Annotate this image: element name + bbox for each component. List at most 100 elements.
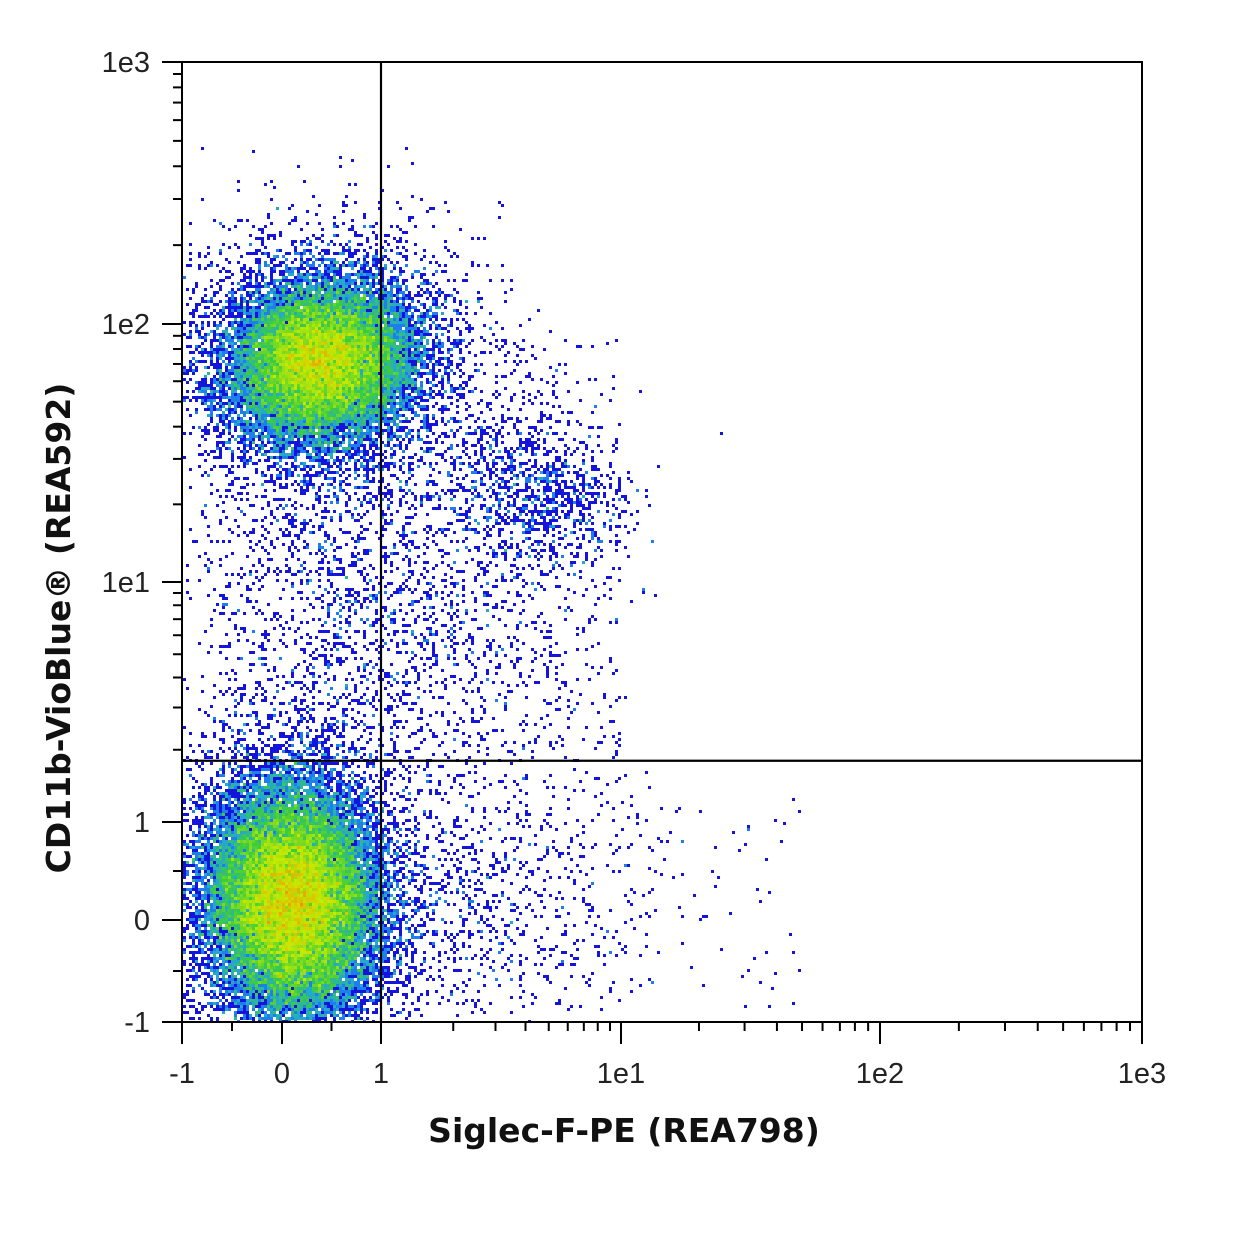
event-point <box>303 768 306 771</box>
event-point <box>261 732 264 735</box>
event-point <box>342 984 345 987</box>
event-point <box>252 789 255 792</box>
event-point <box>354 897 357 900</box>
event-point <box>282 837 285 840</box>
event-point <box>309 831 312 834</box>
event-point <box>324 792 327 795</box>
event-point <box>222 966 225 969</box>
event-point <box>300 987 303 990</box>
event-point <box>390 813 393 816</box>
event-point <box>264 846 267 849</box>
event-point <box>294 849 297 852</box>
event-point <box>246 819 249 822</box>
event-point <box>186 861 189 864</box>
event-point <box>342 1008 345 1011</box>
event-point <box>312 768 315 771</box>
event-point <box>369 906 372 909</box>
event-point <box>198 945 201 948</box>
event-point <box>270 810 273 813</box>
event-point <box>246 909 249 912</box>
event-point <box>264 882 267 885</box>
event-point <box>369 933 372 936</box>
event-point <box>327 951 330 954</box>
event-point <box>228 924 231 927</box>
event-point <box>240 849 243 852</box>
event-point <box>285 927 288 930</box>
event-point <box>258 876 261 879</box>
event-point <box>351 1008 354 1011</box>
event-point <box>279 834 282 837</box>
event-point <box>255 885 258 888</box>
event-point <box>351 771 354 774</box>
event-point <box>312 900 315 903</box>
event-point <box>306 939 309 942</box>
event-point <box>249 810 252 813</box>
event-point <box>330 849 333 852</box>
event-point <box>300 969 303 972</box>
event-point <box>300 984 303 987</box>
event-point <box>234 906 237 909</box>
event-point <box>246 987 249 990</box>
event-point <box>231 891 234 894</box>
event-point <box>408 852 411 855</box>
event-point <box>201 915 204 918</box>
event-point <box>297 828 300 831</box>
event-point <box>351 930 354 933</box>
event-point <box>234 780 237 783</box>
event-point <box>267 825 270 828</box>
event-point <box>222 804 225 807</box>
event-point <box>222 798 225 801</box>
event-point <box>327 888 330 891</box>
event-point <box>273 885 276 888</box>
event-point <box>363 915 366 918</box>
event-point <box>387 894 390 897</box>
event-point <box>294 888 297 891</box>
event-point <box>255 801 258 804</box>
event-point <box>249 864 252 867</box>
event-point <box>207 831 210 834</box>
event-point <box>276 837 279 840</box>
event-point <box>339 948 342 951</box>
event-point <box>264 786 267 789</box>
event-point <box>258 780 261 783</box>
event-point <box>309 807 312 810</box>
event-point <box>357 873 360 876</box>
event-point <box>288 879 291 882</box>
event-point <box>243 927 246 930</box>
event-point <box>318 936 321 939</box>
event-point <box>315 930 318 933</box>
event-point <box>267 813 270 816</box>
event-point <box>249 951 252 954</box>
event-point <box>411 873 414 876</box>
event-point <box>249 702 252 705</box>
event-point <box>228 918 231 921</box>
event-point <box>231 927 234 930</box>
event-point <box>393 915 396 918</box>
event-point <box>252 909 255 912</box>
event-point <box>300 804 303 807</box>
event-point <box>345 1002 348 1005</box>
event-point <box>318 951 321 954</box>
event-point <box>225 885 228 888</box>
event-point <box>228 900 231 903</box>
event-point <box>399 963 402 966</box>
event-point <box>261 891 264 894</box>
event-point <box>330 879 333 882</box>
event-point <box>342 1002 345 1005</box>
event-point <box>321 762 324 765</box>
event-point <box>357 879 360 882</box>
event-point <box>324 936 327 939</box>
event-point <box>306 951 309 954</box>
event-point <box>321 825 324 828</box>
event-point <box>357 909 360 912</box>
event-point <box>339 804 342 807</box>
event-point <box>381 801 384 804</box>
event-point <box>252 852 255 855</box>
event-point <box>327 807 330 810</box>
event-point <box>354 843 357 846</box>
event-point <box>357 948 360 951</box>
event-point <box>324 972 327 975</box>
event-point <box>210 894 213 897</box>
event-point <box>222 906 225 909</box>
event-point <box>306 972 309 975</box>
